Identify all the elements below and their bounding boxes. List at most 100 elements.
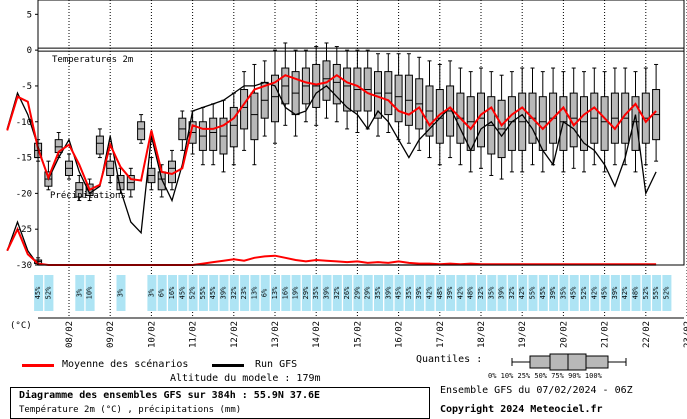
x-tick-label: 18/02	[477, 321, 487, 348]
ensemble-date: Ensemble GFS du 07/02/2024 - 06Z	[440, 385, 633, 396]
precip-probability-cell	[590, 275, 600, 311]
precip-probability-cell	[641, 275, 651, 311]
precip-probability-label: 39%	[323, 286, 331, 299]
precip-probability-label: 32%	[230, 286, 238, 299]
box-body	[332, 63, 341, 105]
box-body	[271, 74, 279, 123]
precip-probability-cell	[116, 275, 126, 311]
mean-precipitation-line	[6, 226, 657, 266]
precip-probability-cell	[363, 275, 373, 311]
y-tick-label: 5	[27, 10, 32, 20]
precip-probability-label: 35%	[374, 286, 382, 299]
x-tick-label: 13/02	[271, 321, 281, 348]
box-body	[538, 96, 547, 151]
x-tick-label: 21/02	[601, 321, 611, 348]
box-body	[394, 74, 403, 123]
precip-probability-label: 26%	[343, 286, 351, 299]
precip-probability-cell	[435, 275, 445, 311]
mean-temperature-line	[6, 73, 657, 192]
precip-probability-label: 32%	[508, 286, 516, 299]
precip-probability-label: 6%	[158, 288, 166, 297]
precip-probability-label: 32%	[333, 286, 341, 299]
precip-probability-label: 3%	[117, 288, 125, 297]
precip-probability-cell	[538, 275, 548, 311]
precip-probability-label: 3%	[147, 288, 155, 297]
x-tick-label: 08/02	[65, 321, 75, 348]
precip-probability-cell	[477, 275, 486, 311]
chart-subtitle: Température 2m (°C) , précipitations (mm…	[19, 405, 242, 415]
precip-probability-label: 42%	[590, 286, 598, 299]
box-body	[631, 96, 640, 151]
precip-probability-label: 48%	[467, 286, 475, 299]
run-gfs-precipitation-line	[6, 220, 657, 266]
y-unit-label: (°C)	[10, 321, 32, 331]
box-body	[507, 96, 516, 151]
precip-probability-label: 13%	[250, 286, 258, 299]
box-body	[157, 171, 166, 191]
precip-probability-cell	[250, 275, 260, 311]
precip-probability-label: 45%	[539, 286, 547, 299]
precip-probability-label: 52%	[662, 286, 670, 299]
precip-probability-label: 32%	[477, 286, 485, 299]
box-series	[34, 42, 661, 266]
precip-probability-cell	[600, 275, 610, 311]
precip-probability-label: 42%	[456, 286, 464, 299]
panel-label-precipitation: Précipitations	[50, 190, 126, 201]
precip-probability-cell	[301, 275, 311, 311]
precip-probability-cell	[404, 275, 414, 311]
precip-probability-label: 39%	[549, 286, 557, 299]
chart-title: Diagramme des ensembles GFS sur 384h : 5…	[19, 390, 321, 401]
quantiles-label: Quantiles :	[416, 354, 483, 365]
y-tick-label: -20	[16, 189, 32, 199]
quantile-ticks: 0% 10% 25% 50% 75% 90% 100%	[488, 372, 602, 380]
precip-probability-cell	[178, 275, 188, 311]
precip-probability-label: 52%	[642, 286, 650, 299]
precip-probability-cell	[229, 275, 239, 311]
x-tick-label: 23/02	[683, 321, 687, 348]
precip-probability-label: 3%	[75, 288, 83, 297]
precip-probability-cell	[610, 275, 620, 311]
box-body	[343, 67, 352, 112]
precip-probability-cell	[291, 275, 301, 311]
precip-probability-cell	[198, 275, 208, 311]
precip-probability-cell	[518, 275, 528, 311]
precip-probability-cell	[487, 275, 497, 311]
precip-probability-cell	[456, 275, 466, 311]
plot-frame	[37, 0, 685, 266]
precip-probability-cell	[168, 275, 177, 311]
precip-probability-label: 52%	[44, 286, 52, 299]
precip-probability-label: 48%	[436, 286, 444, 299]
precip-probability-cell	[44, 275, 54, 311]
precip-probability-cell	[281, 275, 291, 311]
box-body	[466, 96, 475, 151]
precip-probability-label: 39%	[384, 286, 392, 299]
box-body	[137, 121, 146, 141]
precip-probability-cell	[549, 275, 559, 311]
x-tick-label: 15/02	[353, 321, 363, 348]
precip-probability-cell	[446, 275, 456, 311]
precip-probability-label: 39%	[611, 286, 619, 299]
chart-axes: 5 0 -5 -10 -15 -20 -25 -30 08/02 09/02 10/02 11/02 1…	[16, 0, 687, 348]
precip-probability-label: 55%	[529, 286, 537, 299]
x-tick-label: 22/02	[642, 321, 652, 348]
y-tick-label: 0	[27, 46, 32, 56]
precip-probability-label: 45%	[34, 286, 42, 299]
precip-probability-label: 42%	[621, 286, 629, 299]
x-tick-label: 11/02	[189, 321, 199, 348]
precip-probability-label: 39%	[415, 286, 423, 299]
precip-probability-cell	[343, 275, 353, 311]
x-tick-label: 20/02	[559, 321, 569, 348]
precip-probability-cell	[240, 275, 250, 311]
box-body	[477, 92, 485, 148]
precip-probability-cell	[188, 275, 198, 311]
precip-probability-cell	[271, 275, 280, 311]
precip-probability-label: 16%	[281, 286, 289, 299]
precip-probability-label: 19%	[292, 286, 300, 299]
precip-probability-label: 35%	[312, 286, 320, 299]
precip-probability-cell	[157, 275, 167, 311]
precip-probability-label: 29%	[364, 286, 372, 299]
box-body	[580, 96, 588, 151]
precip-probability-cell	[147, 275, 157, 311]
precip-probability-cell	[384, 275, 394, 311]
precip-probability-cell	[497, 275, 507, 311]
